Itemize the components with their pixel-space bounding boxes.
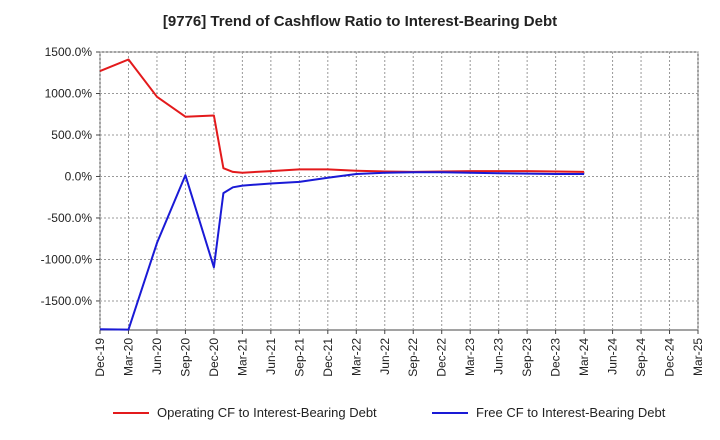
legend-label-free-cf: Free CF to Interest-Bearing Debt [476,405,666,420]
x-tick-label: Mar-23 [463,338,477,376]
x-tick-label: Dec-21 [321,338,335,377]
plot-area [99,51,699,331]
x-tick-label: Mar-25 [691,338,705,376]
x-tick-label: Sep-24 [634,338,648,377]
series-lines [99,58,585,331]
legend: Operating CF to Interest-Bearing Debt Fr… [0,405,720,425]
x-tick-label: Sep-23 [520,338,534,377]
y-axis-ticks: 1500.0% 1000.0% 500.0% 0.0% -500.0% -1000.0% -… [41,45,100,308]
x-tick-label: Sep-21 [292,338,306,377]
legend-swatch-free-cf [432,411,468,414]
x-tick-label: Mar-24 [577,338,591,376]
x-tick-label: Mar-20 [121,338,135,376]
y-tick-label: 500.0% [51,128,92,142]
x-tick-label: Dec-23 [549,338,563,377]
y-tick-label: 1500.0% [45,45,93,59]
x-tick-label: Dec-22 [435,338,449,377]
x-tick-label: Jun-22 [378,338,392,375]
legend-item-free-cf: Free CF to Interest-Bearing Debt [432,405,665,420]
x-tick-label: Mar-22 [349,338,363,376]
y-tick-label: -500.0% [47,211,92,225]
chart-title: [9776] Trend of Cashflow Ratio to Intere… [162,13,558,30]
x-tick-label: Dec-19 [93,338,107,377]
x-tick-label: Jun-23 [492,338,506,375]
legend-swatch-operating-cf [113,411,149,414]
legend-item-operating-cf: Operating CF to Interest-Bearing Debt [113,405,377,420]
x-tick-label: Jun-20 [150,338,164,375]
x-tick-label: Jun-24 [606,338,620,375]
x-tick-label: Sep-20 [178,338,192,377]
x-axis-ticks: Dec-19 Mar-20 Jun-20 Sep-20 Dec-20 Mar-21 Jun-… [93,330,705,377]
x-tick-label: Sep-22 [406,338,420,377]
series-line-operating-cf [99,58,585,174]
y-tick-label: -1500.0% [41,294,93,308]
y-tick-label: 1000.0% [45,86,93,100]
y-tick-label: -1000.0% [41,252,93,266]
x-tick-label: Jun-21 [264,338,278,375]
x-tick-label: Mar-21 [235,338,249,376]
y-tick-label: 0.0% [65,169,93,183]
x-tick-label: Dec-24 [663,338,677,377]
legend-label-operating-cf: Operating CF to Interest-Bearing Debt [157,405,377,420]
x-tick-label: Dec-20 [207,338,221,377]
series-line-free-cf [99,171,585,331]
